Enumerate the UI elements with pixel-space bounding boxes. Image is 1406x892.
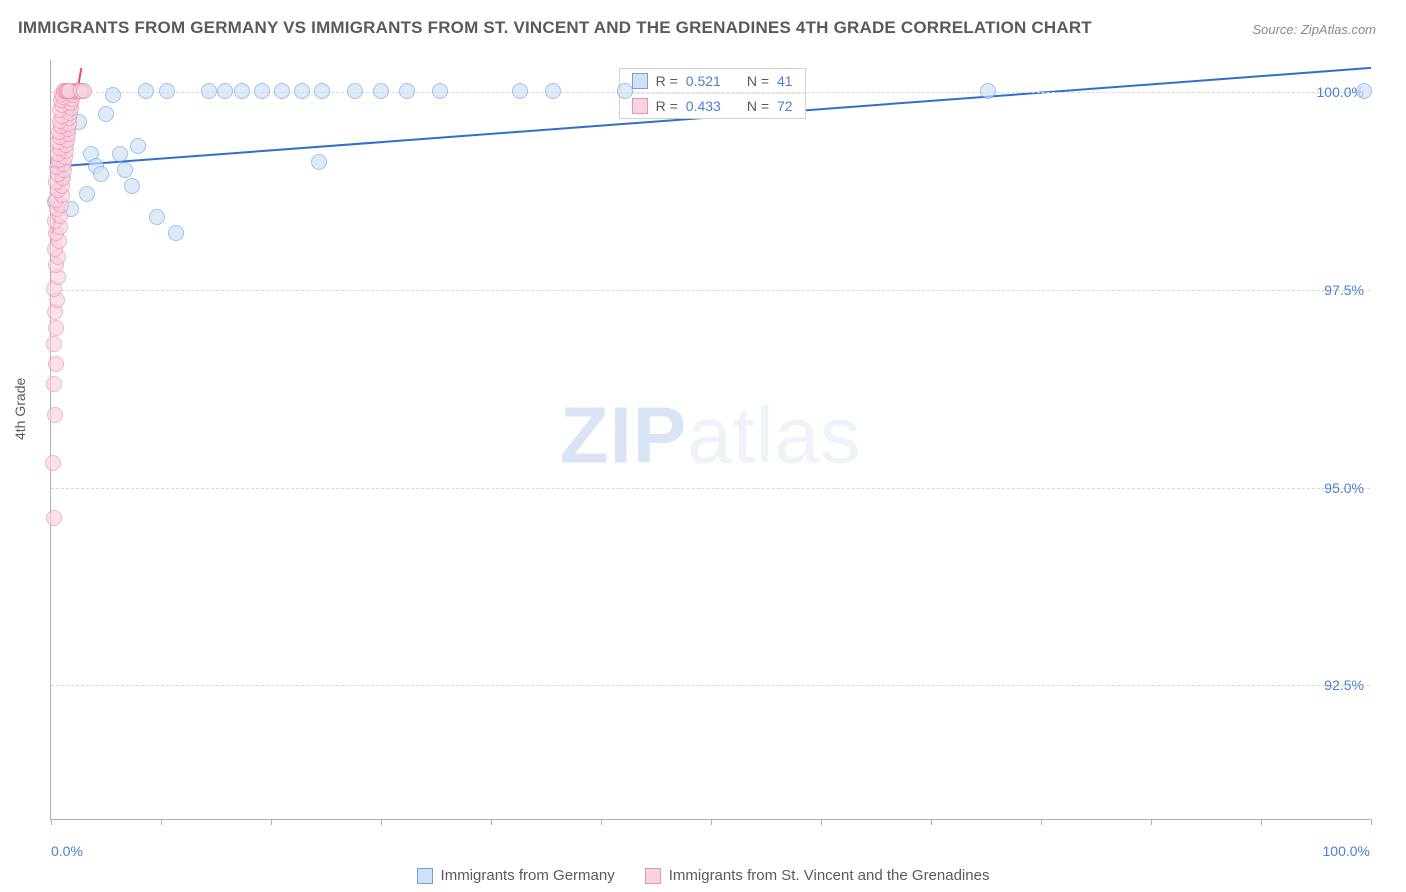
data-point-germany [124,178,140,194]
data-point-germany [217,83,233,99]
data-point-germany [117,162,133,178]
data-point-germany [347,83,363,99]
stats-n-value: 72 [777,98,793,114]
stats-r-label: R = [656,98,678,114]
xtick [1261,819,1262,825]
data-point-svg_gren [45,455,61,471]
data-point-germany [149,209,165,225]
data-point-germany [168,225,184,241]
xtick-label-right: 100.0% [1323,843,1370,859]
xtick [711,819,712,825]
data-point-svg_gren [76,83,92,99]
data-point-germany [254,83,270,99]
xtick [51,819,52,825]
xtick [491,819,492,825]
xtick [1371,819,1372,825]
legend-item-svg: Immigrants from St. Vincent and the Gren… [645,867,990,884]
stats-row-germany: R = 0.521 N = 41 [620,69,805,93]
data-point-svg_gren [46,336,62,352]
data-point-germany [373,83,389,99]
stats-n-value: 41 [777,73,793,89]
legend-swatch-svg [645,868,661,884]
data-point-germany [201,83,217,99]
data-point-svg_gren [47,407,63,423]
stats-swatch-svg_gren [632,98,648,114]
data-point-germany [130,138,146,154]
gridline-h [51,488,1370,489]
stats-r-value: 0.521 [686,73,721,89]
data-point-germany [1356,83,1372,99]
stats-n-label: N = [747,73,769,89]
data-point-germany [98,106,114,122]
xtick [821,819,822,825]
xtick [931,819,932,825]
data-point-germany [138,83,154,99]
correlation-stats-box: R = 0.521 N = 41 R = 0.433 N = 72 [619,68,806,119]
bottom-legend: Immigrants from Germany Immigrants from … [0,867,1406,884]
data-point-germany [105,87,121,103]
data-point-germany [93,166,109,182]
data-point-germany [399,83,415,99]
legend-label-svg: Immigrants from St. Vincent and the Gren… [669,867,990,884]
data-point-svg_gren [46,510,62,526]
stats-r-label: R = [656,73,678,89]
stats-swatch-germany [632,73,648,89]
data-point-germany [545,83,561,99]
xtick [601,819,602,825]
chart-plot-area: ZIPatlas R =0.521N =41R =0.433N =72 92.5… [50,60,1370,820]
data-point-svg_gren [48,356,64,372]
data-point-germany [512,83,528,99]
data-point-germany [980,83,996,99]
data-point-germany [311,154,327,170]
data-point-germany [432,83,448,99]
data-point-germany [294,83,310,99]
stats-n-label: N = [747,98,769,114]
data-point-germany [159,83,175,99]
source-attribution: Source: ZipAtlas.com [1252,22,1376,37]
data-point-germany [112,146,128,162]
legend-label-germany: Immigrants from Germany [441,867,615,884]
stats-r-value: 0.433 [686,98,721,114]
ytick-label: 95.0% [1302,480,1372,496]
xtick [1151,819,1152,825]
xtick [381,819,382,825]
xtick [161,819,162,825]
ytick-label: 97.5% [1302,282,1372,298]
gridline-h [51,685,1370,686]
xtick [271,819,272,825]
xtick [1041,819,1042,825]
gridline-h [51,290,1370,291]
data-point-germany [617,83,633,99]
data-point-germany [79,186,95,202]
data-point-svg_gren [46,376,62,392]
data-point-germany [234,83,250,99]
data-point-svg_gren [48,320,64,336]
legend-swatch-germany [417,868,433,884]
stats-row-svg_gren: R = 0.433 N = 72 [620,93,805,118]
data-point-germany [274,83,290,99]
chart-title: IMMIGRANTS FROM GERMANY VS IMMIGRANTS FR… [18,18,1092,38]
y-axis-label: 4th Grade [12,378,28,440]
legend-item-germany: Immigrants from Germany [417,867,615,884]
ytick-label: 92.5% [1302,677,1372,693]
xtick-label-left: 0.0% [51,843,83,859]
trendlines-layer [51,60,1370,819]
data-point-germany [314,83,330,99]
